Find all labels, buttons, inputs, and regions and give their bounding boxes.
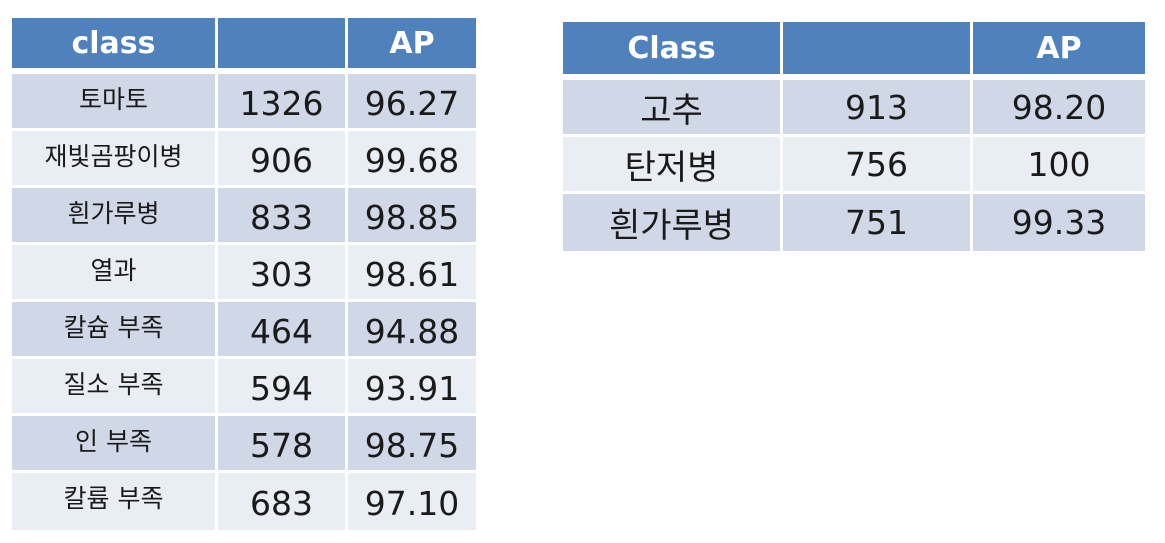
row-class-name: 흰가루병 xyxy=(563,194,783,251)
table-row: 탄저병 756 100 xyxy=(563,137,1145,194)
row-class-name: 재빛곰팡이병 xyxy=(12,131,218,188)
row-class-name: 인 부족 xyxy=(12,416,218,473)
row-count: 578 xyxy=(218,416,348,473)
table-row: 흰가루병 833 98.85 xyxy=(12,188,476,245)
table-row: 흰가루병 751 99.33 xyxy=(563,194,1145,251)
header-ap: AP xyxy=(973,22,1145,80)
right-results-table: Class AP 고추 913 98.20 탄저병 756 100 흰가루병 7… xyxy=(563,22,1145,251)
row-ap: 96.27 xyxy=(348,74,476,131)
table-header-row: Class AP xyxy=(563,22,1145,80)
row-class-name: 열과 xyxy=(12,245,218,302)
table-row: 칼슘 부족 464 94.88 xyxy=(12,302,476,359)
row-class-name: 칼슘 부족 xyxy=(12,302,218,359)
table-row: 고추 913 98.20 xyxy=(563,80,1145,137)
row-ap: 98.20 xyxy=(973,80,1145,137)
row-ap: 98.85 xyxy=(348,188,476,245)
header-ap: AP xyxy=(348,18,476,74)
row-count: 833 xyxy=(218,188,348,245)
table-header-row: class AP xyxy=(12,18,476,74)
row-count: 751 xyxy=(783,194,973,251)
left-results-table: class AP 토마토 1326 96.27 재빛곰팡이병 906 99.68… xyxy=(12,18,476,530)
row-count: 683 xyxy=(218,473,348,530)
row-class-name: 고추 xyxy=(563,80,783,137)
table-row: 열과 303 98.61 xyxy=(12,245,476,302)
row-class-name: 흰가루병 xyxy=(12,188,218,245)
row-count: 594 xyxy=(218,359,348,416)
row-ap: 99.68 xyxy=(348,131,476,188)
header-class: class xyxy=(12,18,218,74)
row-count: 756 xyxy=(783,137,973,194)
row-count: 464 xyxy=(218,302,348,359)
row-count: 1326 xyxy=(218,74,348,131)
table-row: 재빛곰팡이병 906 99.68 xyxy=(12,131,476,188)
row-class-name: 탄저병 xyxy=(563,137,783,194)
row-count: 906 xyxy=(218,131,348,188)
row-class-name: 토마토 xyxy=(12,74,218,131)
row-ap: 93.91 xyxy=(348,359,476,416)
row-ap: 100 xyxy=(973,137,1145,194)
row-count: 913 xyxy=(783,80,973,137)
row-ap: 98.61 xyxy=(348,245,476,302)
row-class-name: 칼륨 부족 xyxy=(12,473,218,530)
row-ap: 99.33 xyxy=(973,194,1145,251)
row-ap: 97.10 xyxy=(348,473,476,530)
header-class: Class xyxy=(563,22,783,80)
row-ap: 94.88 xyxy=(348,302,476,359)
table-row: 칼륨 부족 683 97.10 xyxy=(12,473,476,530)
row-count: 303 xyxy=(218,245,348,302)
header-count xyxy=(218,18,348,74)
table-row: 인 부족 578 98.75 xyxy=(12,416,476,473)
table-row: 질소 부족 594 93.91 xyxy=(12,359,476,416)
row-class-name: 질소 부족 xyxy=(12,359,218,416)
header-count xyxy=(783,22,973,80)
table-row: 토마토 1326 96.27 xyxy=(12,74,476,131)
row-ap: 98.75 xyxy=(348,416,476,473)
